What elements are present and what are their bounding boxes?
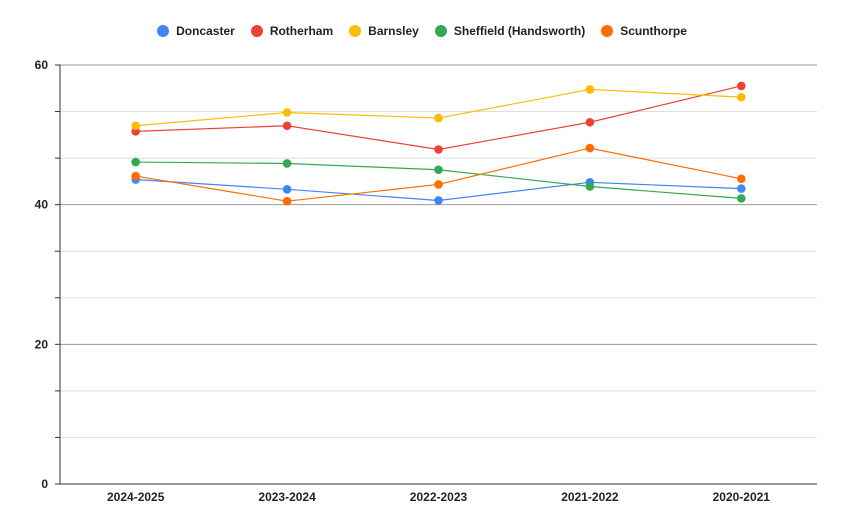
x-tick-label: 2024-2025 bbox=[107, 490, 165, 504]
series-rotherham bbox=[131, 81, 746, 154]
data-point-barnsley bbox=[282, 108, 292, 117]
legend-swatch bbox=[157, 25, 170, 37]
data-point-barnsley bbox=[585, 85, 595, 94]
legend-label: Doncaster bbox=[176, 24, 235, 38]
data-point-rotherham bbox=[737, 81, 746, 91]
x-tick-label: 2022-2023 bbox=[410, 490, 468, 504]
data-point-sheffield-handsworth bbox=[282, 159, 292, 168]
legend-swatch bbox=[250, 25, 263, 37]
data-point-sheffield-handsworth bbox=[434, 165, 443, 175]
series-layer bbox=[131, 81, 746, 206]
y-tick-label: 0 bbox=[41, 477, 48, 491]
legend-item: Rotherham bbox=[250, 24, 334, 38]
data-point-sheffield-handsworth bbox=[585, 182, 595, 191]
x-tick-label: 2023-2024 bbox=[258, 490, 316, 504]
y-tick-label: 40 bbox=[35, 198, 49, 212]
legend-label: Barnsley bbox=[368, 24, 419, 38]
axis-layer: 0 20 40 60 2024-2025 2023-2024 2022-2023 2021-2… bbox=[35, 58, 817, 504]
legend-swatch bbox=[601, 25, 614, 37]
data-point-barnsley bbox=[131, 121, 140, 131]
data-point-barnsley bbox=[434, 113, 443, 123]
legend-label: Scunthorpe bbox=[620, 24, 687, 38]
legend-swatch bbox=[349, 25, 362, 37]
legend-item: Barnsley bbox=[349, 24, 419, 38]
y-tick-label: 20 bbox=[35, 337, 49, 351]
legend-swatch bbox=[434, 25, 447, 37]
data-point-doncaster bbox=[282, 185, 292, 194]
legend-label: Sheffield (Handsworth) bbox=[453, 24, 586, 38]
series-line-scunthorpe bbox=[135, 147, 742, 202]
series-sheffield-handsworth bbox=[131, 157, 746, 203]
data-point-rotherham bbox=[585, 117, 595, 127]
data-point-scunthorpe bbox=[434, 180, 443, 189]
data-point-rotherham bbox=[282, 121, 292, 131]
data-point-doncaster bbox=[434, 196, 443, 205]
legend-item: Sheffield (Handsworth) bbox=[434, 24, 586, 38]
data-point-scunthorpe bbox=[131, 171, 140, 181]
legend-item: Scunthorpe bbox=[601, 24, 687, 38]
x-tick-label: 2020-2021 bbox=[713, 490, 771, 504]
y-tick-label: 60 bbox=[35, 58, 49, 72]
legend-label: Rotherham bbox=[269, 24, 334, 38]
data-point-scunthorpe bbox=[282, 196, 292, 206]
data-point-doncaster bbox=[737, 184, 746, 193]
x-tick-label: 2021-2022 bbox=[561, 490, 619, 504]
grid-layer bbox=[60, 64, 817, 438]
data-point-scunthorpe bbox=[585, 143, 595, 153]
data-point-scunthorpe bbox=[737, 174, 746, 184]
data-point-rotherham bbox=[434, 145, 443, 154]
series-barnsley bbox=[131, 85, 746, 131]
data-point-sheffield-handsworth bbox=[737, 194, 746, 203]
series-scunthorpe bbox=[131, 143, 746, 206]
data-point-sheffield-handsworth bbox=[131, 157, 140, 167]
chart-legend: Doncaster Rotherham Barnsley Sheffield (Han… bbox=[0, 24, 844, 38]
data-point-barnsley bbox=[737, 92, 746, 102]
series-doncaster bbox=[131, 175, 746, 205]
legend-item: Doncaster bbox=[157, 24, 235, 38]
